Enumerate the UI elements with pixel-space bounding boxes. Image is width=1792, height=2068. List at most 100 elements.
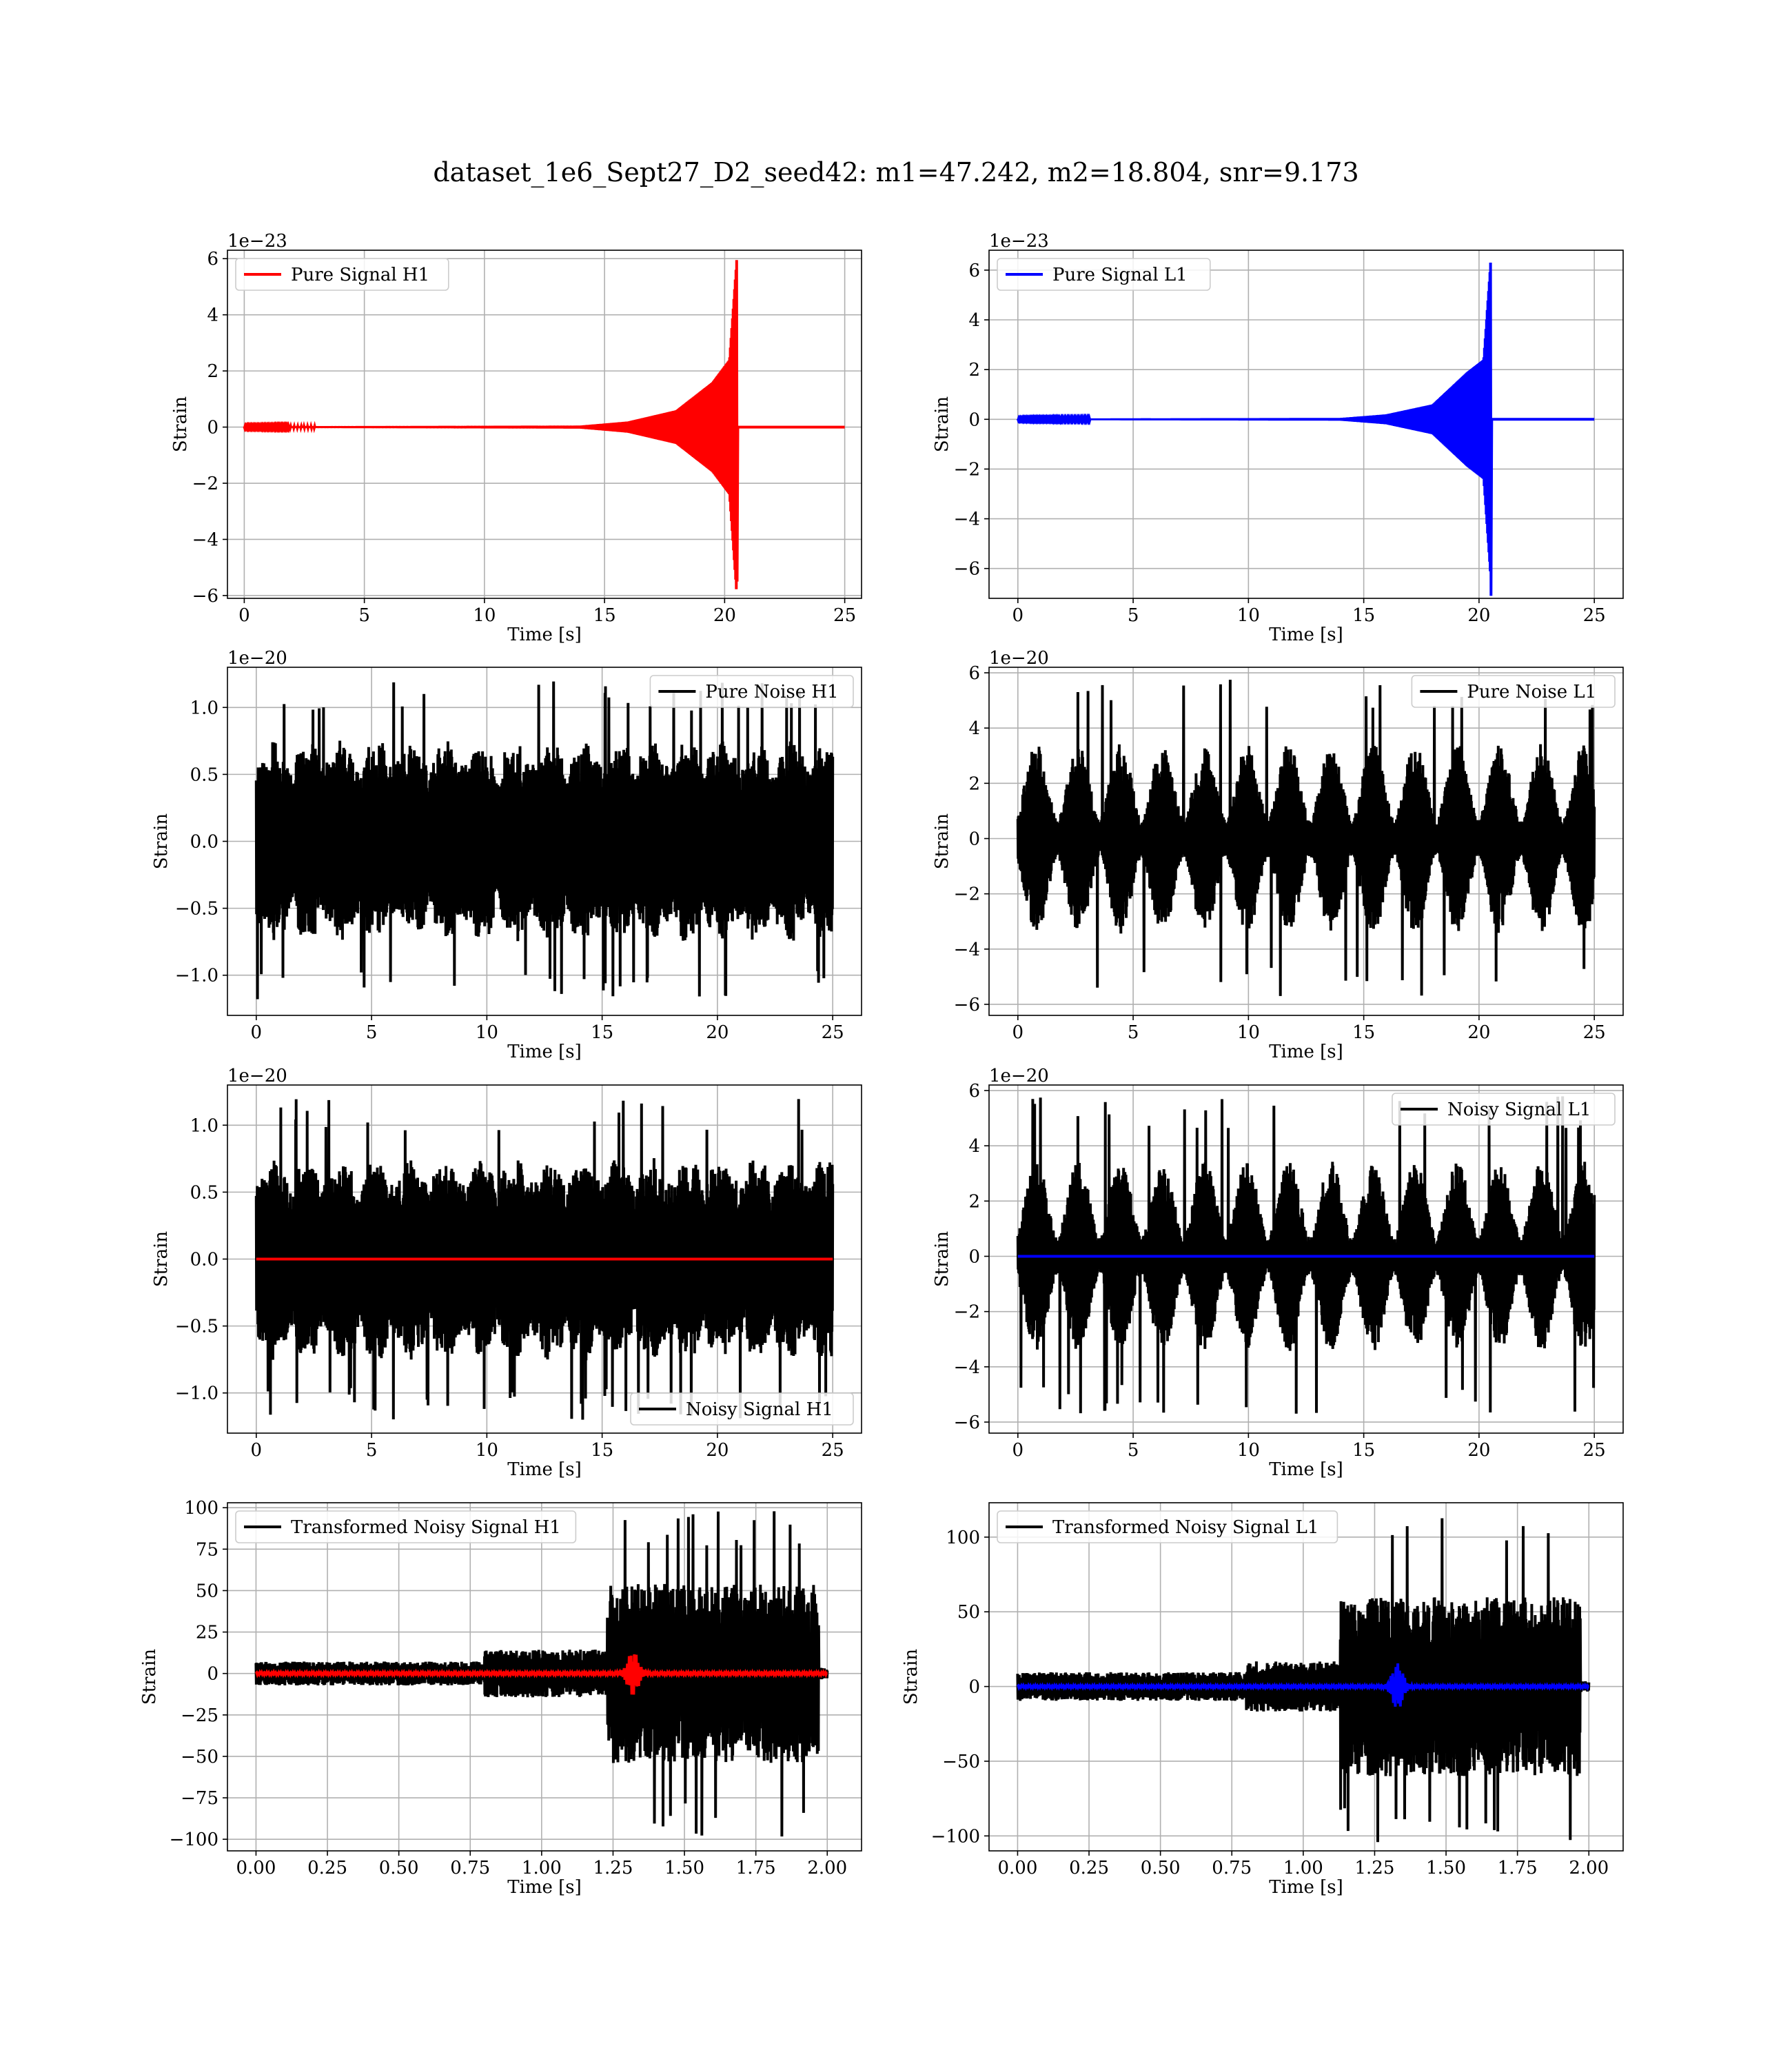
x-tick-label: 10	[476, 1022, 498, 1043]
y-tick-label: −75	[181, 1788, 218, 1809]
x-tick-label: 10	[476, 1440, 498, 1461]
legend: Pure Noise H1	[649, 675, 854, 708]
x-tick-label: 15	[1352, 1440, 1375, 1461]
series-line	[1016, 680, 1596, 996]
y-tick-label: −2	[954, 459, 980, 480]
y-tick-label: −2	[192, 474, 218, 494]
x-tick-label: 15	[591, 1022, 613, 1043]
y-tick-label: 50	[196, 1581, 218, 1601]
legend-label: Pure Signal L1	[1052, 265, 1188, 285]
y-tick-label: 0	[968, 1677, 980, 1698]
series-line	[1016, 262, 1595, 596]
x-tick-label: 0.50	[379, 1858, 419, 1878]
y-tick-label: −2	[954, 884, 980, 905]
x-tick-label: 25	[833, 605, 856, 626]
chart-transformed_h1: 0.00 0.25 0.50 0.75 1.00 1.25 1.50 1.75 2.00 −100…	[139, 1498, 862, 1898]
series-line	[254, 681, 835, 1000]
x-tick-label: 1.25	[1355, 1858, 1395, 1878]
legend-label: Pure Noise H1	[705, 682, 838, 702]
axes-frame	[988, 1084, 1624, 1434]
x-axis-label: Time [s]	[1269, 625, 1343, 645]
axes-frame	[227, 250, 862, 599]
legend-label: Pure Signal H1	[291, 265, 429, 285]
y-axis-label: Strain	[932, 396, 953, 453]
axis-offset-text: 1e−23	[227, 231, 287, 252]
x-tick-label: 0	[238, 605, 250, 626]
x-tick-label: 2.00	[1569, 1858, 1609, 1878]
y-tick-label: −4	[954, 940, 980, 960]
x-tick-label: 15	[1352, 605, 1375, 626]
y-tick-label: 1.0	[190, 698, 218, 718]
chart-pure_noise_l1: 0 5 10 15 20 25 −6 −4 −2 0 2 4 6 Time [s] Strain 1e−20 P…	[932, 648, 1624, 1062]
figure-title: dataset_1e6_Sept27_D2_seed42: m1=47.242,…	[433, 157, 1359, 187]
y-tick-label: 6	[968, 1081, 980, 1102]
y-tick-label: −6	[954, 995, 980, 1015]
y-tick-label: 50	[957, 1602, 980, 1623]
x-tick-label: 0	[1012, 1440, 1024, 1461]
series-line	[243, 260, 845, 589]
chart-noisy_signal_h1: 0 5 10 15 20 25 −1.0 −0.5 0.0 0.5 1.0 Time [s] Strai…	[151, 1066, 862, 1480]
y-tick-label: 6	[968, 261, 980, 281]
y-tick-label: 6	[207, 249, 218, 270]
x-tick-label: 10	[1237, 1440, 1260, 1461]
axes-frame	[988, 250, 1624, 599]
plot-area	[1016, 1518, 1591, 1843]
x-tick-label: 1.00	[522, 1858, 562, 1878]
x-tick-label: 10	[1237, 1022, 1260, 1043]
legend: Pure Signal L1	[997, 258, 1211, 291]
x-tick-label: 20	[706, 1440, 729, 1461]
x-tick-label: 1.75	[736, 1858, 776, 1878]
y-axis-label: Strain	[139, 1649, 160, 1705]
x-tick-label: 15	[1352, 1022, 1375, 1043]
y-tick-label: 4	[968, 1136, 980, 1157]
axes-frame	[227, 1502, 862, 1852]
y-tick-label: 2	[968, 773, 980, 794]
x-tick-label: 0.75	[1212, 1858, 1252, 1878]
x-tick-label: 20	[1467, 1022, 1490, 1043]
x-tick-label: 20	[713, 605, 736, 626]
y-tick-label: 100	[946, 1528, 980, 1548]
x-tick-label: 0.25	[1069, 1858, 1109, 1878]
plot-area	[243, 260, 845, 589]
y-tick-label: −0.5	[175, 899, 218, 920]
legend-label: Noisy Signal H1	[686, 1399, 833, 1420]
axis-offset-text: 1e−23	[989, 231, 1049, 252]
legend-box	[1392, 1093, 1616, 1126]
x-axis-label: Time [s]	[1269, 1459, 1343, 1480]
y-tick-label: 4	[968, 310, 980, 331]
y-tick-label: 2	[968, 1191, 980, 1212]
y-tick-label: 4	[207, 305, 218, 326]
series-line	[254, 1099, 835, 1420]
y-tick-label: −50	[181, 1747, 218, 1767]
legend-box	[630, 1392, 854, 1426]
legend-label: Transformed Noisy Signal H1	[291, 1517, 561, 1538]
x-tick-label: 5	[1128, 1440, 1139, 1461]
y-tick-label: −4	[954, 509, 980, 530]
series-line	[254, 1654, 828, 1695]
x-tick-label: 0	[251, 1022, 263, 1043]
series-line	[1016, 1096, 1596, 1414]
legend-box	[997, 258, 1211, 291]
x-axis-label: Time [s]	[507, 1042, 582, 1062]
y-tick-label: 2	[207, 361, 218, 382]
x-tick-label: 5	[358, 605, 370, 626]
y-tick-label: 0	[968, 1246, 980, 1267]
x-tick-label: 5	[366, 1022, 378, 1043]
x-axis-label: Time [s]	[1269, 1042, 1343, 1062]
y-tick-label: 0.5	[190, 764, 218, 785]
y-tick-label: 6	[968, 663, 980, 684]
axis-offset-text: 1e−20	[989, 648, 1049, 669]
x-tick-label: 1.75	[1498, 1858, 1538, 1878]
x-tick-label: 0.75	[450, 1858, 490, 1878]
plot-area	[254, 1099, 835, 1420]
y-tick-label: 100	[184, 1498, 218, 1519]
x-axis-label: Time [s]	[507, 1459, 582, 1480]
x-tick-label: 25	[1583, 605, 1606, 626]
x-tick-label: 20	[1467, 605, 1490, 626]
y-tick-label: 0	[207, 418, 218, 438]
legend: Transformed Noisy Signal L1	[997, 1510, 1338, 1543]
x-tick-label: 0.25	[307, 1858, 347, 1878]
plot-area	[1016, 262, 1595, 596]
x-tick-label: 20	[1467, 1440, 1490, 1461]
x-tick-label: 25	[1583, 1440, 1606, 1461]
